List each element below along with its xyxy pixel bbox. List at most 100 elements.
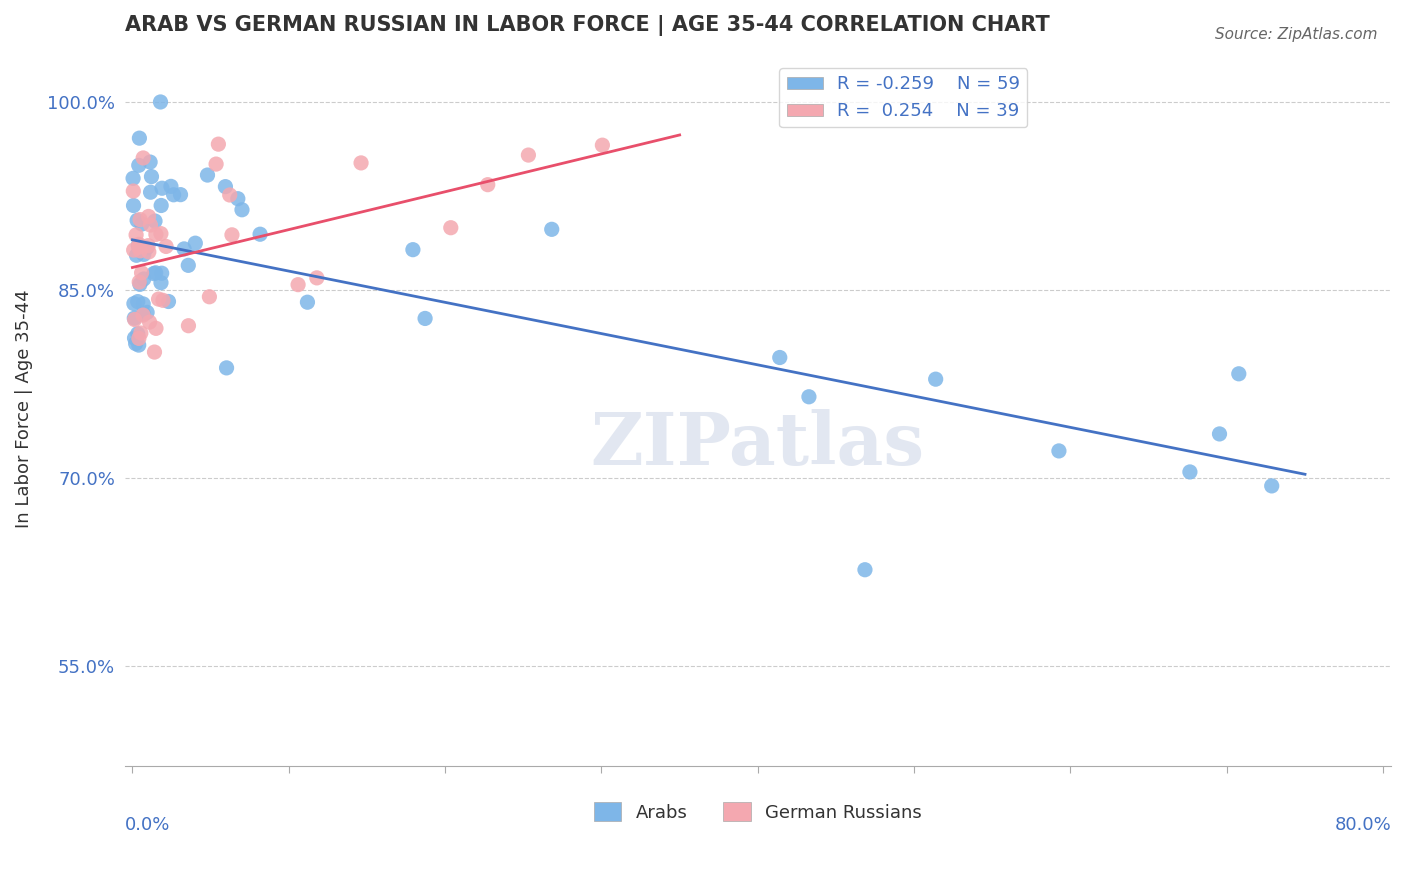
Point: [141, 169, 163, 184]
Point: [131, 217, 153, 231]
Point: [1178, 465, 1201, 479]
Point: [221, 227, 243, 242]
Point: [1208, 426, 1230, 441]
Point: [127, 238, 149, 252]
Point: [125, 248, 148, 262]
Text: ARAB VS GERMAN RUSSIAN IN LABOR FORCE | AGE 35-44 CORRELATION CHART: ARAB VS GERMAN RUSSIAN IN LABOR FORCE | …: [125, 15, 1049, 36]
Point: [142, 267, 165, 281]
Point: [124, 312, 146, 326]
Point: [1260, 479, 1282, 493]
Point: [149, 227, 172, 241]
Point: [162, 187, 184, 202]
Point: [197, 168, 219, 182]
Point: [402, 243, 425, 257]
Point: [128, 131, 150, 145]
Text: Source: ZipAtlas.com: Source: ZipAtlas.com: [1215, 27, 1378, 42]
Point: [145, 227, 167, 242]
Point: [136, 238, 159, 252]
Point: [297, 295, 319, 310]
Point: [143, 214, 166, 228]
Point: [150, 181, 173, 195]
Point: [138, 210, 160, 224]
Point: [169, 187, 191, 202]
Point: [139, 218, 162, 232]
Point: [136, 305, 159, 319]
Legend: Arabs, German Russians: Arabs, German Russians: [586, 795, 929, 829]
Point: [160, 179, 183, 194]
Point: [924, 372, 946, 386]
Point: [198, 290, 221, 304]
Point: [540, 222, 562, 236]
Point: [150, 198, 173, 212]
Point: [128, 237, 150, 252]
Point: [124, 336, 146, 351]
Point: [135, 241, 157, 255]
Text: 0.0%: 0.0%: [125, 816, 170, 834]
Point: [1227, 367, 1250, 381]
Point: [128, 277, 150, 292]
Point: [139, 185, 162, 199]
Point: [591, 138, 613, 153]
Point: [122, 243, 145, 257]
Point: [155, 239, 177, 253]
Point: [231, 202, 253, 217]
Point: [177, 258, 200, 272]
Point: [128, 275, 150, 289]
Point: [124, 331, 146, 345]
Point: [152, 293, 174, 308]
Point: [138, 315, 160, 329]
Point: [132, 247, 155, 261]
Point: [131, 266, 153, 280]
Point: [215, 360, 238, 375]
Point: [122, 184, 145, 198]
Point: [413, 311, 436, 326]
Point: [122, 198, 145, 212]
Point: [149, 95, 172, 109]
Point: [128, 158, 150, 172]
Point: [205, 157, 228, 171]
Point: [853, 563, 876, 577]
Point: [148, 292, 170, 306]
Point: [477, 178, 499, 192]
Point: [305, 271, 328, 285]
Point: [150, 266, 173, 280]
Point: [769, 351, 792, 365]
Point: [128, 338, 150, 352]
Point: [177, 318, 200, 333]
Point: [129, 326, 152, 340]
Point: [138, 244, 160, 259]
Point: [226, 192, 249, 206]
Point: [149, 276, 172, 290]
Point: [129, 212, 152, 227]
Point: [132, 272, 155, 286]
Point: [127, 213, 149, 227]
Point: [214, 179, 236, 194]
Point: [124, 311, 146, 326]
Point: [184, 236, 207, 251]
Point: [132, 307, 155, 321]
Point: [122, 296, 145, 310]
Text: 80.0%: 80.0%: [1334, 816, 1391, 834]
Point: [797, 390, 820, 404]
Point: [145, 266, 167, 280]
Point: [128, 240, 150, 254]
Point: [127, 294, 149, 309]
Point: [127, 326, 149, 341]
Point: [350, 156, 373, 170]
Point: [129, 244, 152, 258]
Point: [143, 345, 166, 359]
Point: [287, 277, 309, 292]
Point: [249, 227, 271, 242]
Point: [132, 151, 155, 165]
Point: [125, 227, 148, 242]
Text: ZIPatlas: ZIPatlas: [591, 409, 925, 480]
Point: [157, 294, 180, 309]
Point: [440, 220, 463, 235]
Point: [517, 148, 540, 162]
Point: [139, 155, 162, 169]
Y-axis label: In Labor Force | Age 35-44: In Labor Force | Age 35-44: [15, 290, 32, 528]
Point: [132, 297, 155, 311]
Point: [1047, 444, 1070, 458]
Point: [145, 321, 167, 335]
Point: [173, 242, 195, 256]
